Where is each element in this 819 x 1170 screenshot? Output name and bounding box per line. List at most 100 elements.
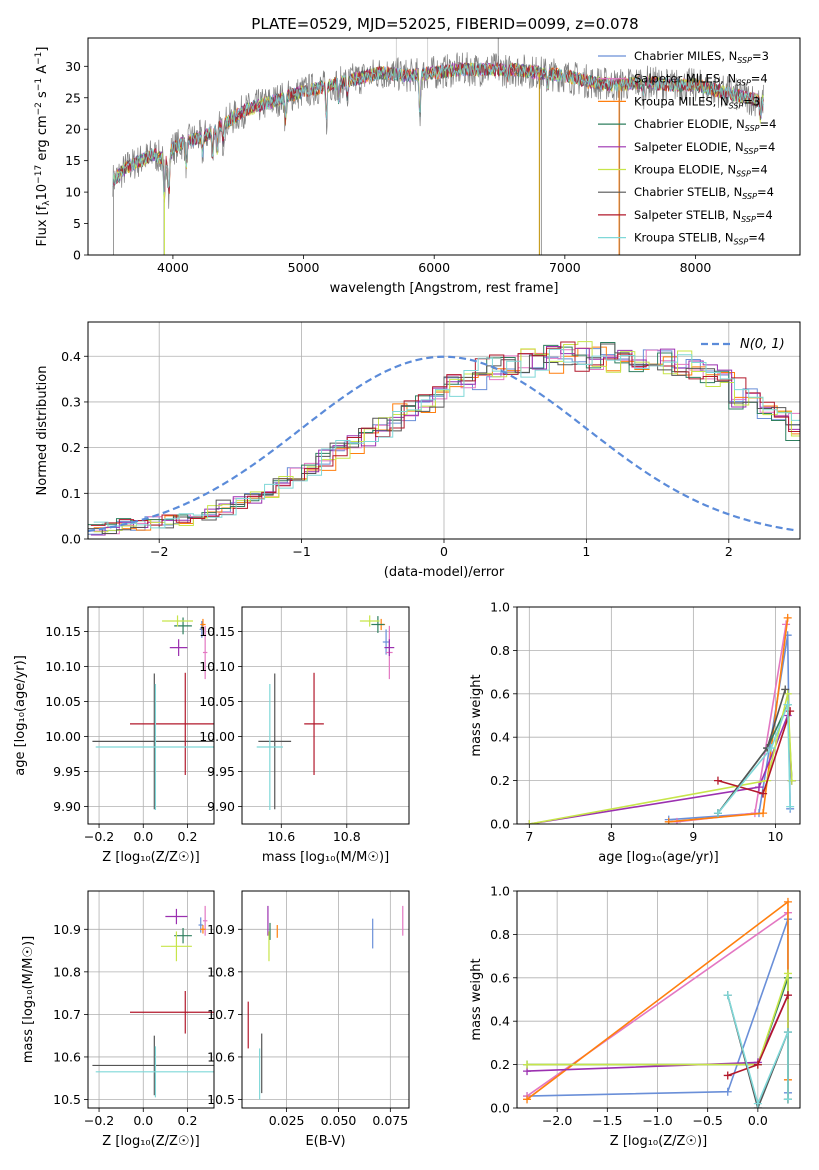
legend-label: Salpeter MILES, NSSP=4 [634, 72, 768, 88]
figure-title: PLATE=0529, MJD=52025, FIBERID=0099, z=0… [251, 15, 638, 33]
x-tick-label: 0.025 [269, 1113, 305, 1128]
errorbar-point [174, 928, 192, 944]
grid [242, 891, 409, 1108]
weight-marker [754, 783, 763, 792]
age_vs_Z-chart: −0.2 0.0 0.2 9.90 9.95 10.00 10.05 10.10 10.15 Z … [13, 606, 215, 865]
weight-marker [783, 700, 792, 709]
grid [88, 891, 214, 1108]
errorbar-point [200, 925, 206, 934]
errorbar-point [169, 639, 188, 656]
weight-line [726, 994, 789, 1107]
y-tick-label: 10.7 [53, 1007, 81, 1022]
y-tick-label: 1.0 [490, 600, 510, 615]
weight-marker [713, 776, 722, 785]
errorbar-point [382, 629, 390, 655]
y-tick-label: 10.6 [207, 1049, 235, 1064]
y-tick-label: 1.0 [490, 884, 510, 899]
x-axis-label: mass [log₁₀(M/M☉)] [262, 850, 389, 865]
y-tick-label: 10.9 [53, 922, 81, 937]
axes-frame [241, 606, 410, 825]
y-axis-label: Flux [fλ10−17 erg cm−2 s−1 A−1] [34, 47, 52, 247]
y-tick-label: 0 [73, 248, 81, 263]
weight-marker [781, 685, 790, 694]
x-tick-label: 2 [725, 544, 733, 559]
weight-marker [753, 1099, 762, 1108]
y-tick-label: 10.15 [45, 624, 81, 639]
y-tick-label: 10.6 [53, 1049, 81, 1064]
y-axis-label: mass weight [469, 674, 484, 756]
weight-marker [783, 613, 792, 622]
x-tick-label: 8 [607, 829, 615, 844]
y-tick-label: 20 [65, 122, 81, 137]
x-tick-label: 0.0 [133, 829, 153, 844]
weight-marker [759, 809, 768, 818]
mass_vs_ebv-plot-area [247, 905, 404, 1100]
x-tick-label: −1.5 [592, 1113, 622, 1128]
weight-marker [786, 802, 795, 811]
y-tick-label: 10.8 [207, 964, 235, 979]
spectrum-legend: Chabrier MILES, NSSP=3 Salpeter MILES, NS… [598, 49, 776, 247]
y-tick-label: 10.5 [207, 1092, 235, 1107]
y-tick-label: 10.10 [45, 659, 81, 674]
y-tick-label: 9.90 [207, 799, 235, 814]
y-axis-label: mass weight [469, 958, 484, 1040]
weight-marker [783, 969, 792, 978]
x-tick-label: 10.6 [267, 829, 295, 844]
y-tick-label: 10.15 [199, 624, 235, 639]
axes-frame [87, 890, 215, 1109]
age_vs_Z-plot-area [92, 615, 214, 810]
errorbar-point [359, 615, 380, 627]
histogram-series [93, 341, 800, 533]
x-tick-label: 7000 [549, 260, 581, 275]
legend-label: Kroupa MILES, NSSP=3 [634, 94, 760, 110]
weight_vs_age-plot-area [525, 613, 796, 824]
errorbar-point [162, 615, 193, 627]
y-tick-label: 9.90 [53, 799, 81, 814]
y-tick-label: 0.0 [61, 532, 81, 547]
errorbar-point [384, 639, 395, 656]
x-tick-label: 0.0 [133, 1113, 153, 1128]
y-tick-label: 5 [73, 216, 81, 231]
histogram-series [88, 341, 800, 526]
grid [88, 607, 214, 824]
y-tick-label: 0.0 [490, 817, 510, 832]
y-tick-label: 30 [65, 59, 81, 74]
grid [242, 607, 409, 824]
errorbar-point [200, 618, 206, 631]
legend-label: N(0, 1) [740, 337, 785, 352]
errorbar-point [304, 672, 324, 775]
age_vs_mass-chart: 10.6 10.8 9.90 9.95 10.00 10.05 10.10 10.15 mass… [199, 606, 410, 865]
x-tick-label: 10.8 [333, 829, 361, 844]
errorbar-point [202, 905, 208, 936]
x-tick-label: 0.050 [321, 1113, 357, 1128]
x-axis-label: Z [log₁₀(Z/Z☉)] [102, 1134, 199, 1149]
legend-label: Kroupa ELODIE, NSSP=4 [634, 163, 768, 179]
errorbar-point [371, 616, 385, 633]
weight-marker [523, 1060, 532, 1069]
weight-marker [783, 1095, 792, 1104]
legend-label: Chabrier MILES, NSSP=3 [634, 49, 769, 65]
weight-marker [783, 991, 792, 1000]
x-tick-label: 9 [689, 829, 697, 844]
errorbar-point [160, 931, 192, 962]
mass_vs_Z-plot-area [92, 905, 214, 1098]
y-tick-label: 10 [65, 185, 81, 200]
y-tick-label: 10.9 [207, 922, 235, 937]
residuals-plot-area [88, 341, 800, 536]
x-tick-label: 0 [440, 544, 448, 559]
model-spectrum [112, 61, 764, 203]
y-tick-label: 25 [65, 90, 81, 105]
y-tick-label: 9.95 [53, 764, 81, 779]
histogram-series [93, 348, 800, 529]
weight-line [529, 715, 793, 824]
errorbar-point [95, 684, 214, 810]
y-tick-label: 15 [65, 153, 81, 168]
x-axis-label: wavelength [Angstrom, rest frame] [330, 281, 559, 296]
weight-marker [723, 991, 732, 1000]
y-tick-label: 10.00 [199, 729, 235, 744]
y-tick-label: 0.2 [490, 1057, 510, 1072]
weight-marker [723, 1087, 732, 1096]
x-axis-label: age [log₁₀(age/yr)] [598, 850, 719, 865]
y-axis-label: age [log₁₀(age/yr)] [13, 655, 28, 776]
spectrum-chart: 4000 5000 6000 7000 8000 0 5 10 15 20 25 30 waveleng… [34, 37, 801, 296]
